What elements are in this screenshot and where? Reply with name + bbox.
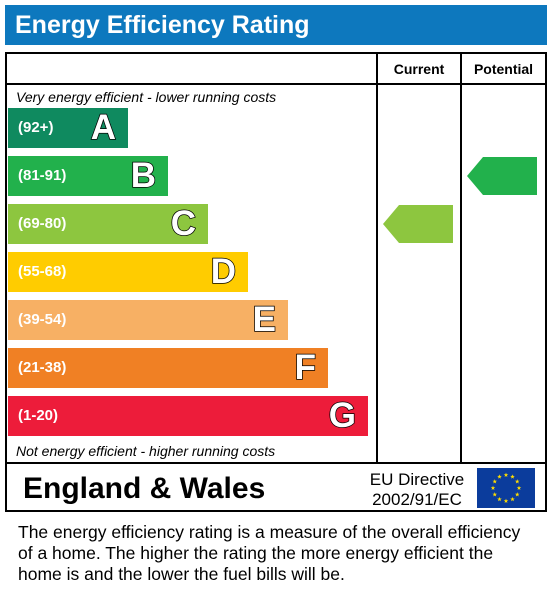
band-f: (21-38) F <box>8 347 328 388</box>
potential-column-header: Potential <box>473 61 534 77</box>
band-a: (92+) A <box>8 107 128 148</box>
top-caption: Very energy efficient - lower running co… <box>16 89 277 105</box>
rating-chart: Current Potential Very energy efficient … <box>5 52 547 512</box>
band-range-label: (1-20) <box>18 407 59 424</box>
region-label: England & Wales <box>23 472 266 505</box>
directive-line-2: 2002/91/EC <box>372 490 462 509</box>
band-c: (69-80) C <box>8 203 208 244</box>
band-range-label: (69-80) <box>18 215 67 232</box>
current-arrow-shape <box>383 205 453 243</box>
flag-star <box>503 498 509 503</box>
band-letter: E <box>252 299 277 340</box>
band-range-label: (21-38) <box>18 359 67 376</box>
directive-line-1: EU Directive <box>369 470 465 489</box>
footer-divider <box>7 462 545 464</box>
band-range-label: (39-54) <box>18 311 67 328</box>
rating-description: The energy efficiency rating is a measur… <box>18 522 521 584</box>
band-letter: B <box>130 155 157 196</box>
bottom-caption: Not energy efficient - higher running co… <box>16 443 276 459</box>
flag-star <box>490 485 496 490</box>
band-letter: F <box>294 347 317 388</box>
band-range-label: (81-91) <box>18 167 67 184</box>
flag-star <box>510 496 515 502</box>
band-range-label: (92+) <box>18 119 54 136</box>
flag-star <box>514 492 520 497</box>
band-letter: G <box>328 395 357 436</box>
flag-star <box>510 474 515 479</box>
page-title: Energy Efficiency Rating <box>5 5 547 45</box>
band-range-label: (55-68) <box>18 263 67 280</box>
current-column-divider <box>376 54 378 462</box>
band-g: (1-20) G <box>8 395 368 436</box>
eu-directive: EU Directive 2002/91/EC <box>362 470 472 510</box>
flag-star <box>497 474 502 479</box>
potential-column-divider <box>460 54 462 462</box>
flag-star <box>503 472 509 477</box>
band-d: (55-68) D <box>8 251 248 292</box>
band-letter: A <box>90 107 117 148</box>
current-column-header: Current <box>393 61 445 77</box>
flag-star <box>516 485 522 490</box>
band-e: (39-54) E <box>8 299 288 340</box>
header-divider <box>7 83 545 85</box>
flag-star <box>514 479 520 484</box>
flag-star <box>492 479 498 484</box>
band-letter: C <box>170 203 197 244</box>
eu-flag-icon <box>477 468 535 508</box>
potential-arrow-shape <box>467 157 537 195</box>
flag-star <box>492 492 498 497</box>
band-letter: D <box>210 251 237 292</box>
current-rating-value: 77 <box>343 207 377 240</box>
band-b: (81-91) B <box>8 155 168 196</box>
flag-star <box>497 496 502 502</box>
potential-rating-value: 88 <box>427 159 461 192</box>
